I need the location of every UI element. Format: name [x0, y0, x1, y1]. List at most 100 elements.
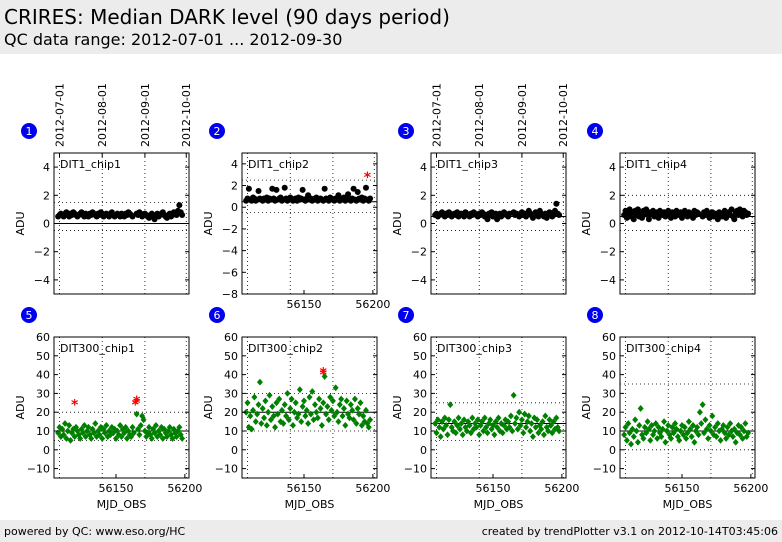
panel-title: DIT1_chip1 [60, 158, 121, 171]
data-point [347, 401, 354, 409]
data-point [345, 191, 352, 198]
data-point [165, 427, 172, 435]
data-point [303, 406, 310, 414]
data-point [313, 408, 320, 416]
panel-title: DIT1_chip3 [437, 158, 498, 171]
y-axis-label: ADU [391, 395, 404, 419]
data-point [144, 429, 151, 437]
data-point [79, 429, 86, 437]
data-point [68, 429, 75, 437]
panel-number: 2 [214, 125, 221, 138]
y-axis-label: ADU [580, 395, 593, 419]
y-tick-label: 50 [602, 350, 616, 363]
data-point [643, 429, 650, 437]
data-point [698, 420, 705, 427]
panel-number: 5 [26, 309, 33, 322]
data-point [174, 427, 181, 435]
data-point [299, 186, 306, 193]
data-point [280, 420, 287, 427]
data-point [256, 378, 263, 386]
data-point [247, 412, 254, 420]
y-tick-label: 20 [602, 406, 616, 419]
page-subtitle: QC data range: 2012-07-01 ... 2012-09-30 [4, 30, 343, 49]
data-point [647, 437, 654, 444]
y-tick-label: 10 [413, 425, 427, 438]
data-point [696, 408, 703, 416]
y-tick-label: 40 [602, 369, 616, 382]
data-point [281, 184, 288, 191]
data-point [630, 433, 637, 441]
data-point [527, 427, 534, 435]
data-point [67, 437, 74, 444]
y-tick-label: 60 [602, 331, 616, 344]
panel-number-badge [398, 307, 414, 323]
data-point [652, 420, 659, 427]
data-point [133, 410, 140, 418]
data-point [507, 412, 514, 420]
y-axis-label: ADU [14, 211, 27, 235]
panel-title: DIT300_chip4 [626, 342, 701, 355]
data-point [262, 397, 269, 405]
data-point [316, 395, 323, 403]
data-point [480, 427, 487, 435]
page-header: CRIRES: Median DARK level (90 days perio… [0, 0, 782, 54]
panel-number-badge [209, 123, 225, 139]
y-axis-label: ADU [391, 211, 404, 235]
date-tick-label: 2012-08-01 [96, 83, 109, 147]
y-tick-label: 40 [413, 369, 427, 382]
panel-number-badge [587, 307, 603, 323]
panel-number: 7 [403, 309, 410, 322]
data-point [267, 416, 274, 424]
data-point [243, 408, 250, 416]
data-point [251, 393, 258, 401]
data-point [152, 421, 159, 429]
data-point [634, 438, 641, 446]
data-point [622, 423, 629, 431]
data-point [112, 435, 119, 442]
data-point [645, 216, 652, 223]
y-tick-label: −10 [215, 463, 238, 476]
data-point [518, 416, 525, 424]
x-tick-label: 56200 [544, 482, 579, 495]
y-axis-label: ADU [202, 211, 215, 235]
data-point [302, 412, 309, 420]
data-point [266, 391, 273, 399]
data-point [632, 416, 639, 424]
data-point [360, 412, 367, 420]
panel-number: 8 [592, 309, 599, 322]
outlier-point: * [133, 396, 141, 412]
data-point [452, 429, 459, 437]
y-tick-label: −4 [411, 274, 427, 287]
data-point [336, 401, 343, 409]
data-point [636, 421, 643, 429]
data-point [117, 421, 124, 429]
data-point [732, 438, 739, 446]
data-point [351, 395, 358, 403]
y-tick-label: 0 [420, 218, 427, 231]
data-point [151, 429, 158, 437]
outlier-point: * [320, 366, 328, 382]
date-tick-label: 2012-10-01 [557, 83, 570, 147]
data-point [339, 412, 346, 420]
data-point [110, 429, 117, 437]
data-point [439, 418, 446, 425]
data-point [121, 429, 128, 437]
y-tick-label: 60 [36, 331, 50, 344]
data-point [433, 429, 440, 437]
panel-title: DIT1_chip2 [248, 158, 309, 171]
data-point [118, 433, 125, 441]
y-tick-label: 50 [413, 350, 427, 363]
data-point [309, 388, 316, 395]
data-point [467, 429, 474, 437]
data-point [179, 435, 186, 442]
data-point [281, 401, 288, 409]
data-point [702, 416, 709, 424]
data-point [136, 431, 143, 439]
date-tick-label: 2012-08-01 [473, 83, 486, 147]
data-point [170, 425, 177, 433]
data-point [314, 414, 321, 422]
data-point [263, 421, 270, 429]
y-tick-label: 20 [224, 406, 238, 419]
data-point [644, 418, 651, 425]
